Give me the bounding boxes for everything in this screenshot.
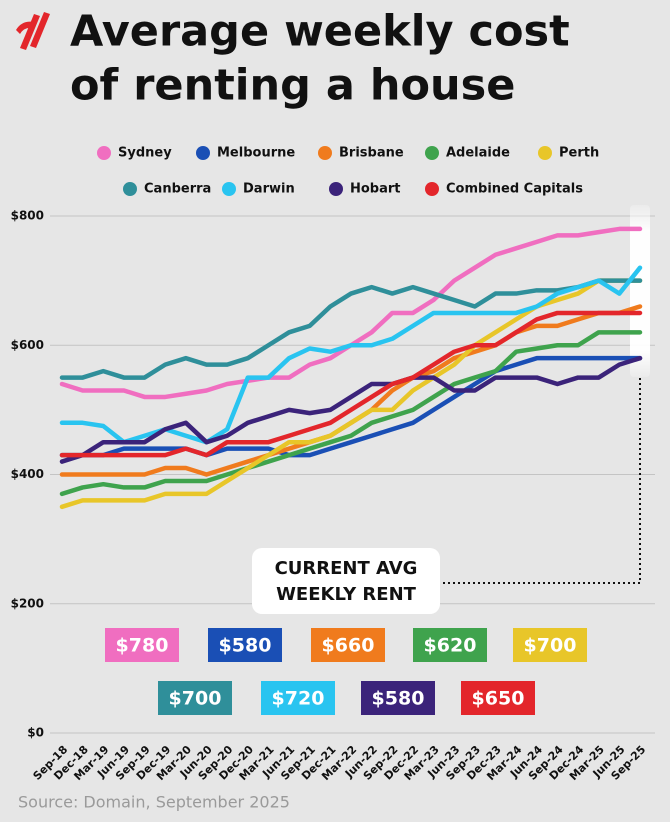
legend-label: Sydney (118, 146, 172, 161)
series-line (59, 310, 643, 458)
legend-label: Adelaide (446, 146, 510, 161)
legend-label: Hobart (350, 182, 401, 197)
legend-label: Combined Capitals (446, 182, 583, 197)
annotation: WEEKLY RENT (276, 584, 417, 605)
value-box (208, 628, 282, 662)
legend-marker (97, 146, 111, 160)
legend-marker (329, 182, 343, 196)
series-line (59, 330, 643, 497)
logo (16, 12, 50, 50)
value-label: $780 (116, 635, 169, 657)
connector (430, 378, 641, 584)
legend-marker (425, 146, 439, 160)
value-box (261, 681, 335, 715)
legend-label: Melbourne (217, 146, 295, 161)
value-box (461, 681, 535, 715)
value-box (361, 681, 435, 715)
value-box (158, 681, 232, 715)
value-box (311, 628, 385, 662)
legend-marker (538, 146, 552, 160)
source: Source: Domain, September 2025 (18, 793, 290, 812)
value-box (105, 628, 179, 662)
legend-marker (196, 146, 210, 160)
value-label: $720 (272, 688, 325, 710)
value-label: $650 (472, 688, 525, 710)
y-tick-label: $400 (11, 467, 44, 481)
legend-marker (425, 182, 439, 196)
y-tick-label: $0 (27, 726, 44, 740)
title-line: of renting a house (70, 61, 515, 111)
annotation: CURRENT AVG (275, 558, 418, 579)
legend-marker (123, 182, 137, 196)
series-line (59, 355, 643, 464)
legend-marker (222, 182, 236, 196)
value-box (413, 628, 487, 662)
series-line (59, 278, 643, 380)
legend-label: Brisbane (339, 146, 404, 161)
value-label: $700 (524, 635, 577, 657)
value-label: $620 (424, 635, 477, 657)
value-label: $660 (322, 635, 375, 657)
y-tick-label: $600 (11, 338, 44, 352)
value-label: $700 (169, 688, 222, 710)
legend-label: Darwin (243, 182, 295, 197)
y-tick-label: $800 (11, 209, 44, 223)
value-label: $580 (372, 688, 425, 710)
value-box (513, 628, 587, 662)
y-tick-label: $200 (11, 596, 44, 610)
legend-label: Canberra (144, 182, 211, 197)
value-label: $580 (219, 635, 272, 657)
legend-marker (318, 146, 332, 160)
series-line (59, 355, 643, 458)
annotation-box (252, 548, 440, 614)
title-line: Average weekly cost (70, 7, 570, 57)
legend-label: Perth (559, 146, 599, 161)
